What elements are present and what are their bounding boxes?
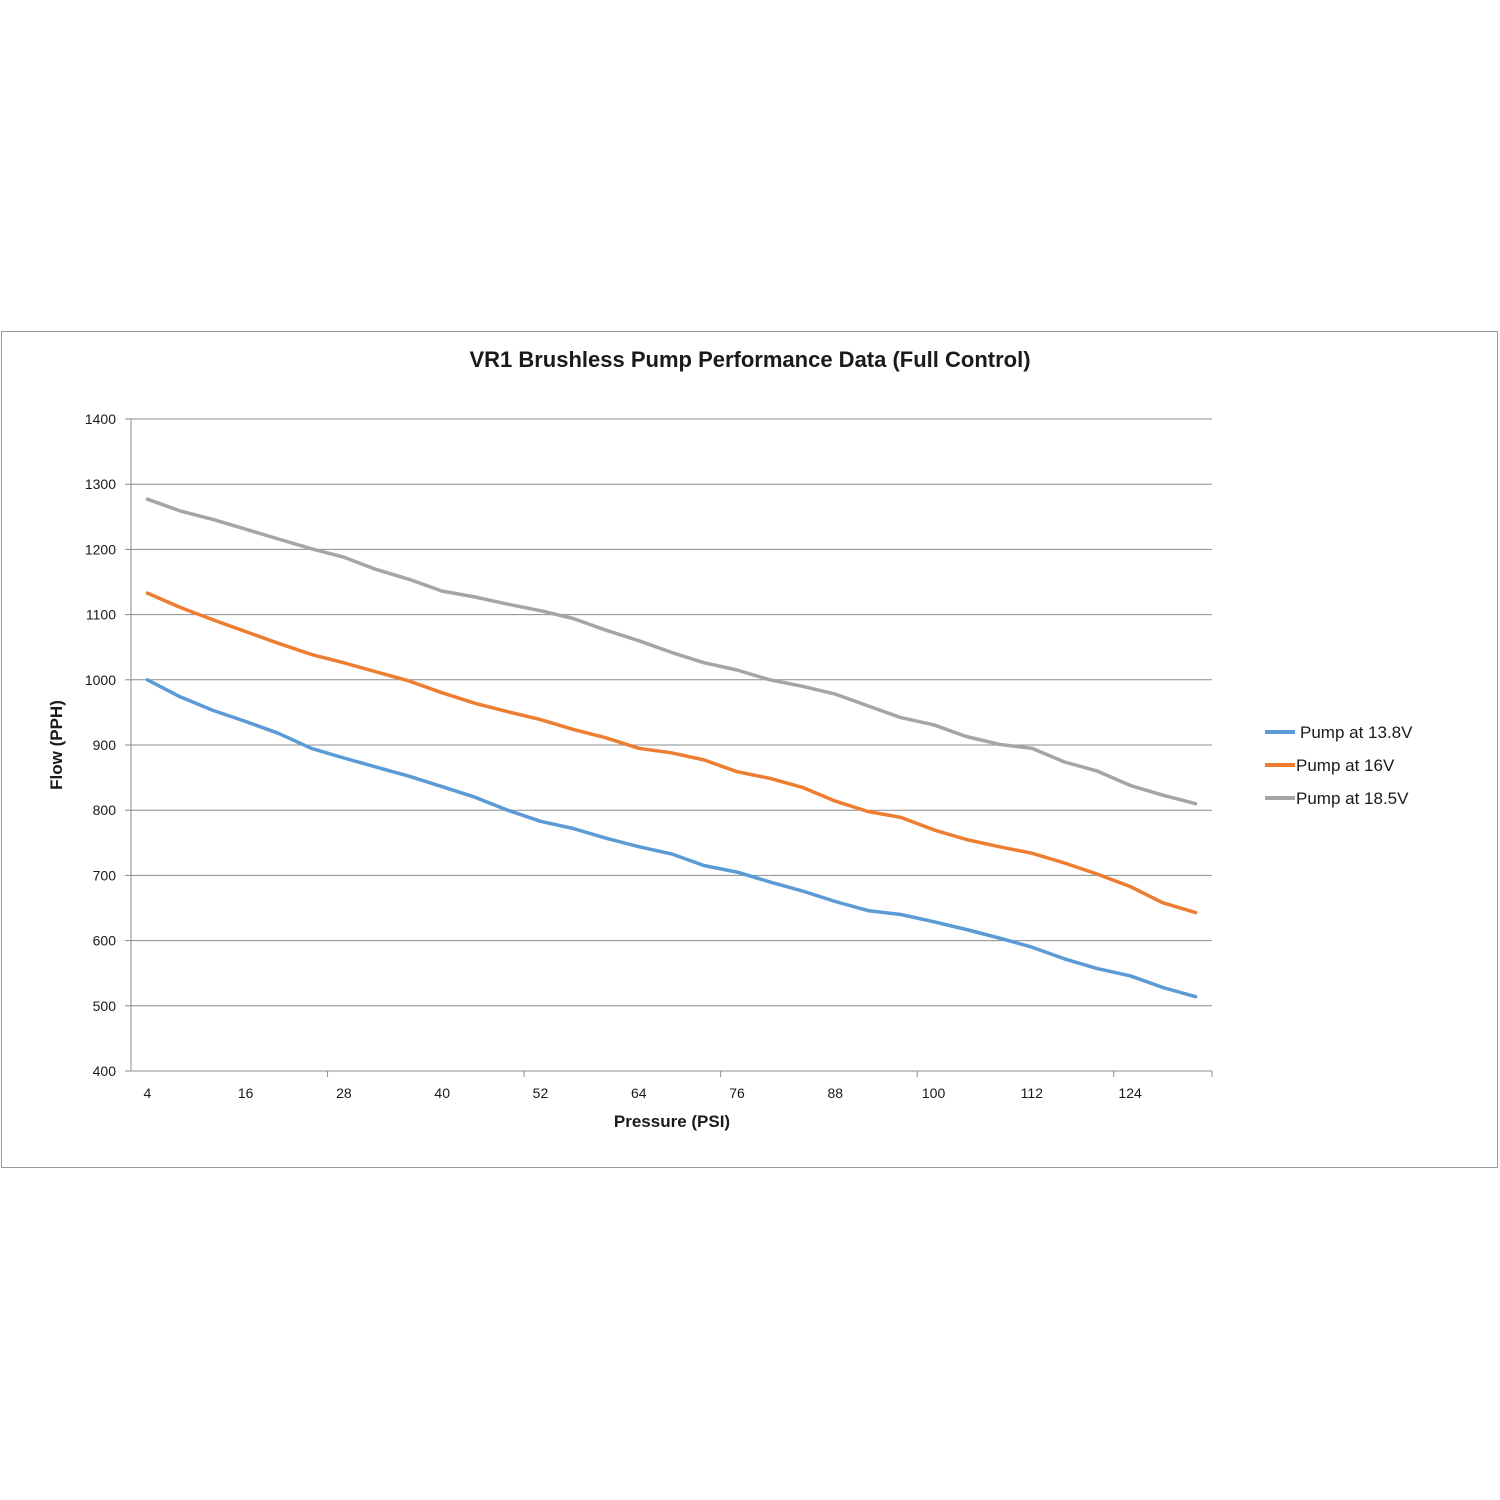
- legend-label: Pump at 16V: [1296, 756, 1395, 775]
- y-tick-label: 1100: [86, 607, 116, 623]
- legend-label: Pump at 18.5V: [1296, 789, 1409, 808]
- y-tick-label: 1400: [85, 411, 116, 427]
- y-tick-label: 700: [93, 867, 117, 883]
- x-axis-title: Pressure (PSI): [614, 1112, 730, 1131]
- chart-frame: [1, 331, 1498, 1168]
- x-tick-label: 88: [827, 1085, 843, 1101]
- gridlines: [131, 418, 1212, 1007]
- legend-item: Pump at 16V: [1265, 756, 1395, 775]
- x-tick-label: 76: [729, 1085, 745, 1101]
- y-tick-label: 900: [93, 737, 117, 753]
- y-tick-label: 400: [93, 1063, 117, 1079]
- x-tick-label: 124: [1118, 1085, 1142, 1101]
- y-tick-label: 1000: [85, 672, 116, 688]
- y-tick-label: 600: [93, 933, 117, 949]
- x-tick-label: 100: [922, 1085, 946, 1101]
- y-tick-label: 1300: [85, 476, 116, 492]
- x-tick-label: 64: [631, 1085, 647, 1101]
- legend: Pump at 13.8V Pump at 16V Pump at 18.5V: [1265, 723, 1413, 808]
- legend-item: Pump at 18.5V: [1265, 789, 1409, 808]
- legend-label: Pump at 13.8V: [1300, 723, 1413, 742]
- y-tick-label: 1200: [85, 541, 116, 557]
- x-tick-label: 52: [533, 1085, 549, 1101]
- series-line-1: [145, 678, 1198, 999]
- x-tick-label: 112: [1021, 1085, 1044, 1101]
- chart-title: VR1 Brushless Pump Performance Data (Ful…: [469, 347, 1030, 372]
- series-line-3: [145, 497, 1198, 806]
- x-tick-label: 28: [336, 1085, 352, 1101]
- series-line-2: [145, 591, 1198, 915]
- x-tick-label: 40: [434, 1085, 450, 1101]
- y-tick-label: 800: [93, 802, 117, 818]
- y-axis-title: Flow (PPH): [47, 700, 66, 790]
- series-lines: [145, 497, 1198, 999]
- y-tick-label: 500: [93, 998, 117, 1014]
- tick-labels: 400 500 600 700 800 900 1000 1100 1200 1300 1400 4 1…: [85, 411, 1142, 1101]
- axes: [125, 418, 1213, 1077]
- legend-item: Pump at 13.8V: [1265, 723, 1413, 742]
- x-tick-label: 4: [143, 1085, 151, 1101]
- x-tick-label: 16: [238, 1085, 254, 1101]
